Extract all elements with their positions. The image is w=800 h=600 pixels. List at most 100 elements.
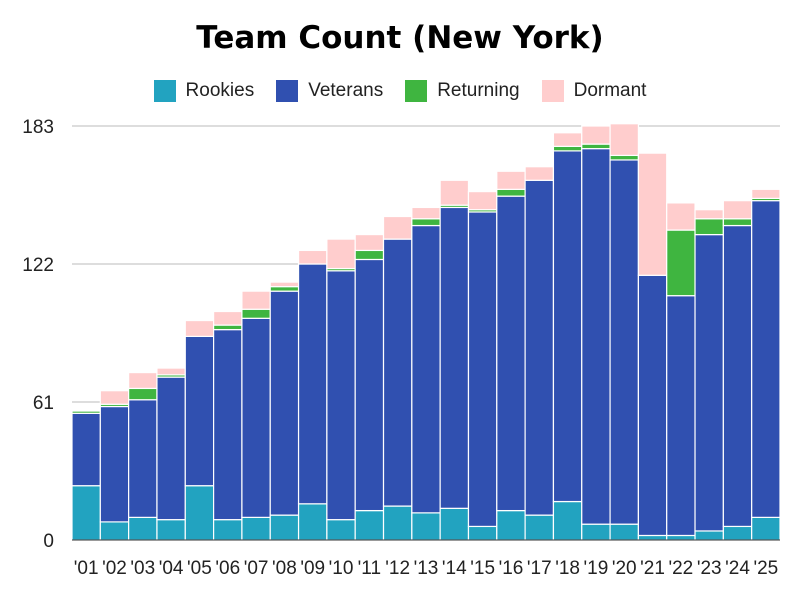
bar-segment-dormant (467, 191, 498, 211)
bar-segment-veterans (213, 329, 243, 521)
chart-title: Team Count (New York) (196, 20, 604, 56)
bar-segment-dormant (552, 132, 583, 147)
bar-segment-dormant (637, 152, 668, 276)
x-tick-label: '11 (358, 558, 381, 579)
bar-segment-rookies (184, 485, 215, 541)
bar-segment-returning (666, 229, 696, 297)
x-tick-label: '08 (272, 558, 297, 579)
bar-segment-rookies (552, 500, 583, 541)
legend-label-rookies: Rookies (185, 80, 255, 101)
bar-segment-rookies (694, 530, 724, 541)
x-tick-label: '17 (527, 558, 552, 579)
bar-segment-dormant (609, 123, 640, 157)
bar-segment-veterans (751, 200, 781, 518)
legend-item-veterans[interactable]: Veterans (276, 80, 383, 102)
bar-segment-rookies (751, 516, 781, 541)
bar-segment-veterans (71, 412, 101, 487)
bar-segment-veterans (156, 376, 186, 521)
bar-segment-returning (411, 218, 441, 227)
x-tick-label: '14 (442, 558, 467, 579)
bar-segment-veterans (581, 148, 611, 525)
x-tick-label: '21 (640, 558, 665, 579)
bar-segment-rookies (439, 507, 470, 541)
bar-segment-veterans (496, 195, 526, 512)
bar-segment-rookies (609, 523, 640, 541)
bar-segment-dormant (496, 170, 526, 190)
bar-segment-rookies (213, 519, 243, 541)
bar-segment-veterans (694, 233, 724, 532)
x-tick-label: '01 (74, 558, 99, 579)
bar-segment-veterans (241, 317, 271, 518)
x-tick-label: '19 (584, 558, 609, 579)
bar-segment-veterans (722, 224, 753, 528)
bar-segment-dormant (213, 310, 243, 326)
x-tick-label: '20 (612, 558, 637, 579)
bar-segment-veterans (326, 270, 356, 521)
legend-swatch-returning (405, 80, 428, 102)
legend-item-rookies[interactable]: Rookies (153, 80, 255, 102)
bar-segment-dormant (411, 206, 441, 220)
x-tick-label: '09 (300, 558, 325, 579)
x-tick-label: '07 (244, 558, 269, 579)
bar-segment-veterans (467, 211, 498, 528)
bar-segment-veterans (128, 399, 158, 518)
bar-segment-rookies (297, 503, 328, 541)
x-tick-label: '23 (697, 558, 722, 579)
bar-segment-rookies (722, 525, 753, 541)
bar-segment-veterans (382, 238, 413, 507)
x-tick-label: '15 (470, 558, 495, 579)
bar-segment-returning (213, 324, 243, 331)
y-tick-label: 0 (43, 531, 54, 552)
legend-label-returning: Returning (437, 80, 520, 101)
bar-segment-dormant (269, 281, 300, 288)
bar-segment-rookies (99, 521, 130, 541)
bar-segment-rookies (354, 509, 385, 541)
legend-item-returning[interactable]: Returning (405, 80, 520, 102)
bar-segment-veterans (269, 290, 300, 516)
bar-segment-returning (71, 410, 101, 414)
bar-segment-dormant (297, 249, 328, 265)
bar-segment-rookies (128, 516, 158, 541)
bar-segment-dormant (666, 202, 696, 231)
x-tick-label: '02 (102, 558, 127, 579)
bar-segment-rookies (637, 534, 668, 541)
legend-swatch-dormant (541, 80, 564, 102)
bar-segment-rookies (241, 516, 271, 541)
y-tick-label: 183 (22, 117, 54, 138)
bar-segment-dormant (241, 290, 271, 310)
x-tick-label: '25 (753, 558, 778, 579)
legend-label-dormant: Dormant (573, 80, 647, 101)
bar-segment-returning (722, 218, 753, 227)
bar-segment-veterans (609, 159, 640, 525)
bar-segment-rookies (581, 523, 611, 541)
bar-segment-rookies (666, 534, 696, 541)
bar-segment-dormant (439, 179, 470, 206)
bar-segment-dormant (722, 200, 753, 220)
y-tick-label: 122 (22, 255, 54, 276)
bar-segment-veterans (184, 335, 215, 487)
bar-segment-returning (496, 188, 526, 197)
legend-swatch-veterans (276, 80, 299, 102)
bar-segment-dormant (751, 188, 781, 199)
legend-item-dormant[interactable]: Dormant (541, 80, 647, 102)
bar-segment-veterans (524, 179, 555, 516)
bar-segment-returning (128, 387, 158, 401)
bar-segment-dormant (156, 367, 186, 376)
bar-segment-dormant (326, 238, 356, 270)
bar-segment-returning (609, 154, 640, 161)
bar-segment-veterans (297, 263, 328, 505)
x-tick-label: '24 (725, 558, 750, 579)
x-tick-label: '04 (159, 558, 184, 579)
bar-segment-veterans (552, 150, 583, 503)
x-tick-label: '05 (187, 558, 212, 579)
legend-swatch-rookies (153, 80, 176, 102)
bar-segment-veterans (666, 295, 696, 537)
bar-segment-rookies (71, 485, 101, 541)
bar-segment-veterans (411, 224, 441, 514)
bar-segment-veterans (637, 274, 668, 537)
bar-segment-rookies (496, 509, 526, 541)
bar-segment-returning (241, 308, 271, 319)
bar-segment-rookies (269, 514, 300, 541)
x-tick-label: '06 (215, 558, 240, 579)
bar-segment-dormant (128, 371, 158, 390)
